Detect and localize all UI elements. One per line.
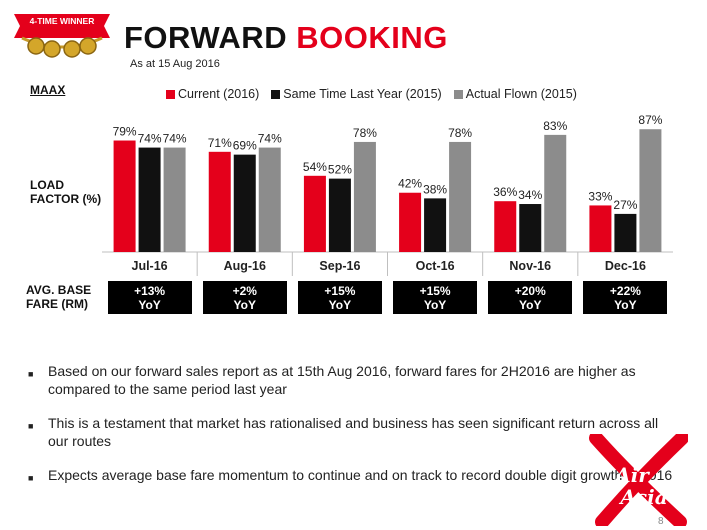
legend-current: Current (2016) <box>166 87 259 101</box>
bar-value-label: 74% <box>258 132 282 146</box>
bar <box>494 201 517 252</box>
title-part-2: BOOKING <box>296 20 448 55</box>
fare-label-line-1: AVG. BASE <box>26 283 92 297</box>
fare-change-box: +15% YoY <box>393 281 478 314</box>
x-tick-label: Dec-16 <box>605 259 646 273</box>
bullet-marker-icon: ■ <box>28 421 34 431</box>
fare-change-value: +2% <box>232 284 257 298</box>
bar-value-label: 74% <box>163 132 187 146</box>
bar-value-label: 78% <box>448 126 472 140</box>
legend-flown: Actual Flown (2015) <box>453 87 577 101</box>
bar-value-label: 79% <box>113 125 137 139</box>
bar <box>399 192 422 252</box>
badge-text: 4-TIME WINNER <box>30 16 95 26</box>
bar <box>353 141 376 252</box>
fare-change-box: +15% YoY <box>297 281 382 314</box>
legend-label-flown: Actual Flown (2015) <box>465 87 577 101</box>
fare-change-box: +22% YoY <box>583 281 668 314</box>
fare-change-unit: YoY <box>138 298 161 312</box>
airasia-logo-icon: Air Asia <box>589 434 688 526</box>
fare-change-box: +20% YoY <box>488 281 573 314</box>
chart-legend: Current (2016) Same Time Last Year (2015… <box>166 87 577 101</box>
logo-text-asia: Asia <box>618 485 667 509</box>
bar-value-label: 38% <box>423 182 447 196</box>
bar <box>589 205 612 252</box>
legend-label-last-year: Same Time Last Year (2015) <box>283 87 442 101</box>
x-tick-label: Aug-16 <box>224 259 266 273</box>
x-tick-label: Sep-16 <box>319 259 360 273</box>
x-tick-label: Jul-16 <box>132 259 168 273</box>
bar <box>258 147 281 252</box>
fare-change-value: +15% <box>419 284 451 298</box>
logo-text-air: Air <box>613 463 650 487</box>
bar-value-label: 33% <box>588 189 612 203</box>
bar <box>424 198 447 252</box>
fare-change-box: +13% YoY <box>107 281 192 314</box>
bar-value-label: 34% <box>518 188 542 202</box>
award-badge-icon: 4-TIME WINNER <box>14 14 110 58</box>
y-axis-label: LOAD FACTOR (%) <box>30 178 101 206</box>
bar <box>138 147 161 252</box>
bar <box>233 154 256 252</box>
fare-change-unit: YoY <box>519 298 542 312</box>
bar-value-label: 27% <box>613 198 637 212</box>
bullet-item: ■ Expects average base fare momentum to c… <box>28 466 678 487</box>
bar-value-label: 83% <box>543 119 567 133</box>
bullet-text: This is a testament that market has rati… <box>48 415 659 449</box>
bar-value-label: 69% <box>233 139 257 153</box>
bar <box>449 141 472 252</box>
bar <box>328 178 351 252</box>
legend-label-current: Current (2016) <box>178 87 260 101</box>
bar <box>163 147 186 252</box>
bar <box>519 204 542 252</box>
legend-swatch-flown <box>453 89 463 99</box>
bar <box>614 213 637 252</box>
x-tick-label: Oct-16 <box>416 259 455 273</box>
bar-value-label: 71% <box>208 136 232 150</box>
bar-value-label: 36% <box>493 185 517 199</box>
fare-change-box: +2% YoY <box>202 281 287 314</box>
bar-value-label: 54% <box>303 160 327 174</box>
bullet-item: ■ This is a testament that market has rat… <box>28 414 678 450</box>
fare-change-value: +22% <box>609 284 641 298</box>
y-axis-label-line-2: FACTOR (%) <box>30 192 102 206</box>
bullet-text: Based on our forward sales report as at … <box>48 363 636 397</box>
airline-code: MAAX <box>30 83 66 97</box>
page-title: FORWARD BOOKING <box>124 22 448 53</box>
bar-value-label: 74% <box>138 132 162 146</box>
fare-change-value: +20% <box>514 284 546 298</box>
title-part-1: FORWARD <box>124 20 297 55</box>
bar <box>639 129 662 252</box>
x-tick-label: Nov-16 <box>509 259 551 273</box>
y-axis-label-line-1: LOAD <box>30 178 64 192</box>
bullet-marker-icon: ■ <box>28 369 34 379</box>
bar-value-label: 52% <box>328 163 352 177</box>
legend-swatch-current <box>166 89 175 99</box>
legend-swatch-last-year <box>271 89 281 99</box>
fare-label: AVG. BASE FARE (RM) <box>26 283 91 311</box>
bar <box>544 134 567 252</box>
bar-value-label: 87% <box>638 113 662 127</box>
bar <box>113 140 136 252</box>
page-number: 8 <box>658 516 664 527</box>
fare-change-unit: YoY <box>233 298 256 312</box>
fare-change-unit: YoY <box>328 298 352 312</box>
bullet-marker-icon: ■ <box>28 473 34 483</box>
fare-change-unit: YoY <box>614 298 637 312</box>
bar-value-label: 42% <box>398 177 422 191</box>
bar <box>303 175 326 252</box>
as-at-date: As at 15 Aug 2016 <box>130 58 220 70</box>
fare-change-value: +13% <box>134 284 166 298</box>
fare-change-value: +15% <box>324 284 356 298</box>
bar <box>208 151 231 252</box>
fare-label-line-2: FARE (RM) <box>26 297 88 311</box>
bar-value-label: 78% <box>353 126 377 140</box>
fare-change-unit: YoY <box>423 298 447 312</box>
bullet-text: Expects average base fare momentum to co… <box>48 467 673 483</box>
legend-last-year: Same Time Last Year (2015) <box>271 87 442 101</box>
bullet-item: ■ Based on our forward sales report as at… <box>28 362 678 398</box>
bullet-list: ■ Based on our forward sales report as at… <box>28 362 678 503</box>
